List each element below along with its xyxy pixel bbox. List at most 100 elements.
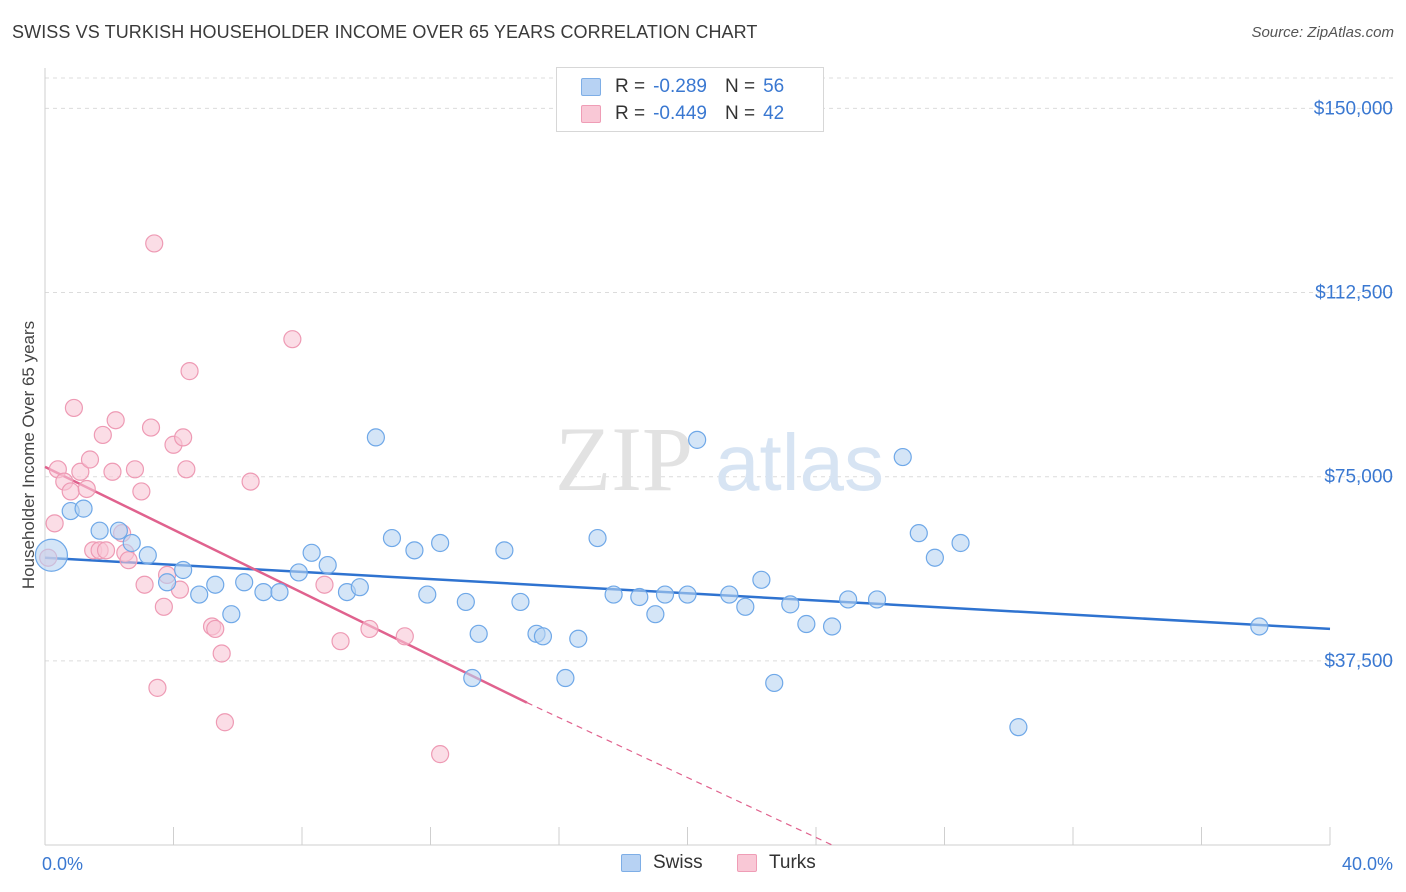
turks-point [177, 460, 196, 479]
swiss-point [254, 582, 273, 602]
turks-point [174, 428, 193, 447]
swiss-point [688, 430, 707, 449]
turks-point [71, 462, 90, 481]
swiss-point [463, 668, 482, 688]
turks-point [206, 619, 225, 639]
swiss-point [382, 528, 402, 548]
swiss-point [122, 533, 141, 553]
swiss-point [839, 590, 858, 609]
swiss-point [781, 595, 800, 614]
swiss-point [34, 538, 69, 572]
swiss-point [157, 573, 177, 592]
legend-row-swiss: R = -0.289 N = 56 [581, 76, 784, 98]
x-tick-label-left: 0.0% [42, 854, 83, 874]
n-value: 42 [763, 103, 785, 124]
turks-point [106, 411, 125, 430]
swiss-point [1009, 718, 1028, 737]
x-tick-label-right: 40.0% [1342, 854, 1393, 874]
n-value: 56 [763, 76, 785, 97]
r-value: -0.289 [653, 76, 707, 97]
swiss-point [655, 585, 675, 604]
n-label: N = [724, 76, 756, 97]
turks-swatch [581, 105, 601, 123]
turks-point [283, 330, 302, 349]
swiss-point [604, 585, 623, 604]
turks-point [360, 619, 379, 639]
swiss-point [736, 597, 755, 616]
swiss-point [720, 585, 739, 604]
swiss-point [752, 570, 771, 589]
turks-trend-line [44, 465, 528, 704]
watermark-atlas: atlas [715, 418, 884, 507]
swiss-point [678, 585, 697, 604]
turks-point [331, 632, 350, 651]
n-label: N = [724, 103, 756, 124]
legend-item-turks[interactable]: Turks [737, 852, 816, 874]
swiss-point [765, 673, 784, 693]
swiss-swatch [621, 854, 641, 872]
chart-source: Source: ZipAtlas.com [1251, 24, 1394, 41]
watermark-zip: ZIP [555, 408, 693, 510]
legend-swiss-label: Swiss [653, 852, 703, 873]
swiss-point [350, 578, 369, 597]
swiss-point [418, 585, 437, 604]
swiss-point [109, 521, 128, 540]
legend-item-swiss[interactable]: Swiss [621, 852, 703, 874]
turks-point [241, 472, 260, 491]
swiss-point [925, 548, 944, 567]
swiss-point [206, 575, 225, 594]
swiss-point [533, 627, 553, 646]
grid-lines [45, 77, 1395, 662]
swiss-point [366, 428, 385, 447]
swiss-point [270, 582, 289, 602]
swiss-point [222, 605, 241, 624]
turks-point [145, 234, 164, 253]
swiss-point [235, 573, 254, 592]
swiss-swatch [581, 78, 601, 96]
swiss-point [569, 629, 588, 648]
turks-point [96, 541, 116, 560]
swiss-point [588, 528, 607, 548]
turks-swatch [737, 854, 757, 872]
r-label: R = [615, 76, 646, 97]
data-points [34, 234, 1269, 764]
r-label: R = [615, 103, 646, 124]
turks-trend-extension [526, 702, 833, 846]
swiss-point [174, 560, 193, 580]
chart-title: SWISS VS TURKISH HOUSEHOLDER INCOME OVER… [12, 22, 758, 42]
y-tick-label: $75,000 [1324, 467, 1393, 488]
swiss-point [797, 614, 816, 634]
swiss-point [646, 605, 665, 624]
legend-row-turks: R = -0.449 N = 42 [581, 103, 784, 125]
y-tick-label: $37,500 [1324, 651, 1393, 672]
turks-point [431, 745, 450, 764]
swiss-point [495, 541, 514, 560]
axes [44, 68, 1331, 846]
turks-point [103, 462, 122, 481]
legend-turks-label: Turks [769, 852, 816, 873]
stats-legend: R = -0.289 N = 56 R = -0.449 N = 42 [556, 67, 824, 132]
trend-lines [44, 465, 1331, 846]
y-tick-label: $150,000 [1314, 98, 1393, 119]
turks-point [215, 713, 234, 732]
swiss-point [556, 668, 575, 688]
turks-point [80, 450, 100, 469]
swiss-point [74, 499, 93, 518]
swiss-point [630, 587, 649, 607]
swiss-point [289, 563, 308, 582]
turks-point [180, 362, 199, 381]
turks-point [212, 644, 231, 663]
swiss-point [405, 541, 424, 560]
swiss-point [190, 585, 209, 604]
turks-point [315, 575, 334, 594]
turks-point [119, 551, 138, 570]
swiss-point [511, 592, 530, 612]
swiss-point [456, 592, 475, 612]
swiss-point [469, 624, 488, 643]
swiss-point [867, 590, 887, 609]
swiss-point [302, 543, 321, 562]
y-tick-label: $112,500 [1315, 283, 1393, 304]
series-legend: Swiss Turks [0, 852, 1406, 876]
turks-point [395, 627, 414, 646]
